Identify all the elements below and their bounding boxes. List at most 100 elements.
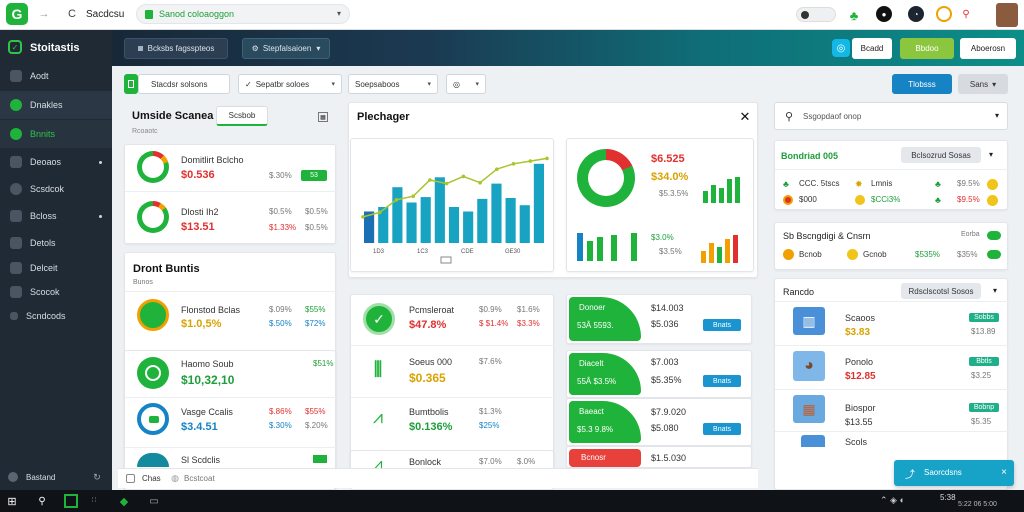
sidebar-item-scndcods[interactable]: Scndcods <box>0 302 112 330</box>
globe-icon[interactable]: ◎ <box>832 39 850 57</box>
sidebar-item-scsdcok[interactable]: Scsdcok <box>0 175 112 203</box>
account-label: Bcnosr <box>581 453 606 462</box>
stat-percent: $0.5% <box>305 223 328 232</box>
filter-dropdown-2[interactable]: ✓ Sepatbr soloes ▾ <box>238 74 342 94</box>
user-icon[interactable]: ● <box>876 6 892 22</box>
toggle-switch[interactable] <box>987 231 1001 240</box>
toast-notification[interactable]: ⤴ Saorcdsns × <box>894 460 1014 486</box>
account-action-button[interactable]: Bnats <box>703 423 741 435</box>
mail-icon <box>10 210 22 222</box>
filter-green-button[interactable] <box>124 74 138 94</box>
bar <box>491 183 502 243</box>
filter-dropdown-4[interactable]: ◎ ▾ <box>446 74 486 94</box>
sidebar-item-deoaos[interactable]: Deoaos <box>0 148 112 176</box>
summary-item: $35% <box>957 250 978 259</box>
bell-icon[interactable] <box>936 6 952 22</box>
chart-icon <box>10 262 22 274</box>
sidebar-footer-label[interactable]: Bastand <box>26 473 56 482</box>
chevron-down-icon[interactable]: ▾ <box>993 286 998 295</box>
search-icon[interactable]: ⚲ <box>38 495 46 507</box>
clock-icon[interactable]: ◔ <box>908 6 924 22</box>
trend-point <box>528 159 533 163</box>
secondary-filter-button[interactable]: Sans ▾ <box>958 74 1008 94</box>
panel-extra: Eorba <box>961 231 980 238</box>
toggle-switch[interactable] <box>796 7 836 22</box>
system-tray-icons[interactable]: ⌃ ◈ ◐ <box>880 495 905 505</box>
legend-icon[interactable] <box>440 256 452 264</box>
chevron-down-icon[interactable]: ▾ <box>989 150 994 159</box>
close-icon[interactable]: ✕ <box>739 109 751 124</box>
bolt-circle-icon: ✓ <box>363 303 395 335</box>
list-metric: $.86% <box>269 407 292 416</box>
bar-chart-card: 1D3 1C3 CDE GE30 <box>350 138 554 272</box>
sidebar-item-scocok[interactable]: Scocok <box>0 278 112 306</box>
trend-point <box>428 178 432 182</box>
trend-point <box>361 215 365 219</box>
app-icon[interactable]: ▭ <box>149 495 159 507</box>
app-header: Bcksbs fagsspteos ⚙ Stepfalsaioen ▾ ◎ Bc… <box>112 30 1024 66</box>
reload-icon[interactable]: C <box>68 8 76 20</box>
header-green-button[interactable]: Bbdoo <box>900 38 954 59</box>
account-action-button[interactable]: Bnats <box>703 319 741 331</box>
taskbar-time: 5:38 <box>940 493 956 502</box>
toggle-switch[interactable] <box>987 250 1001 259</box>
sidebar-item-label: Delceit <box>30 263 58 273</box>
sidebar-item-detols[interactable]: Detols <box>0 229 112 257</box>
list-name: Bonlock <box>409 457 442 467</box>
account-label: Donoer <box>579 303 606 312</box>
windows-start-icon[interactable]: ⊞ <box>7 495 17 508</box>
panel-dropdown[interactable]: Bclsozrud Sosas <box>901 147 981 163</box>
folder-icon <box>10 286 22 298</box>
product-badge[interactable]: Bbtls <box>969 357 999 366</box>
product-badge[interactable]: Sobbs <box>969 313 999 322</box>
section-tab[interactable]: Scsbob <box>216 106 268 126</box>
sidebar-item-bcloss[interactable]: Bcloss <box>0 202 112 230</box>
leaf-icon[interactable]: ♣ <box>849 7 859 23</box>
gear-icon[interactable]: ◍ <box>171 472 179 483</box>
leaf-icon: ♣ <box>935 179 941 189</box>
filter-dropdown-1[interactable]: Stacdsr solsons <box>138 74 230 94</box>
header-white-button[interactable]: Bcadd <box>852 38 892 59</box>
account-action-button[interactable]: Bnats <box>703 375 741 387</box>
bar <box>434 177 445 243</box>
panel-dropdown[interactable]: Rdsclscotsl Sosos <box>901 283 981 299</box>
header-right-button[interactable]: Aboerosn <box>960 38 1016 59</box>
sidebar-item-delceit[interactable]: Delceit <box>0 254 112 282</box>
checkbox[interactable] <box>126 474 135 483</box>
sidebar-item-aodt[interactable]: Aodt <box>0 62 112 90</box>
grid-icon[interactable]: ▦ <box>318 112 328 122</box>
filter-dropdown-3[interactable]: Soepsaboos ▾ <box>348 74 438 94</box>
search-box[interactable]: ⚲ Ssgopdaof onop ▾ <box>774 102 1008 130</box>
app-dropdown-button[interactable]: ⚙ Stepfalsaioen ▾ <box>242 38 330 59</box>
app-icon[interactable] <box>64 494 78 508</box>
primary-filter-button[interactable]: Tlobsss <box>892 74 952 94</box>
refresh-icon[interactable]: ↻ <box>93 471 101 482</box>
coin-icon <box>987 195 998 206</box>
tab-title[interactable]: Sacdcsu <box>86 9 125 20</box>
toggle-circle-icon <box>137 403 169 435</box>
url-dropdown-icon[interactable]: ▾ <box>336 9 341 18</box>
sidebar-item-bnnits[interactable]: Bnnits <box>0 120 112 148</box>
stat-percent: $1.33% <box>269 223 297 232</box>
product-badge[interactable]: Bobnp <box>969 403 999 412</box>
back-arrow-icon[interactable]: → <box>38 8 50 20</box>
bar <box>505 198 516 243</box>
app-icon[interactable]: ◆ <box>119 495 129 508</box>
bar <box>448 207 460 243</box>
app-pill-button[interactable]: Bcksbs fagsspteos <box>124 38 228 59</box>
avatar[interactable] <box>996 3 1018 27</box>
list-metric: $1.3% <box>479 407 502 416</box>
product-name: Scols <box>845 437 868 447</box>
app-icon[interactable]: ∷ <box>91 497 97 504</box>
secure-icon <box>145 10 153 19</box>
stat-percent: $0.5% <box>305 207 328 216</box>
sidebar-item-dnakles[interactable]: Dnakles <box>0 91 112 119</box>
list-avatar-icon <box>137 453 169 467</box>
stat-badge[interactable]: 53 <box>301 170 327 181</box>
close-icon[interactable]: × <box>1001 466 1007 478</box>
card-subtitle: Bunos <box>133 279 153 286</box>
account-label: Diacelt <box>579 359 604 368</box>
url-bar[interactable]: Sanod coloaoggon ▾ <box>136 4 350 24</box>
pin-icon[interactable]: ⚲ <box>962 8 970 20</box>
taskbar-date: 5:22 06 5:00 <box>958 501 997 508</box>
